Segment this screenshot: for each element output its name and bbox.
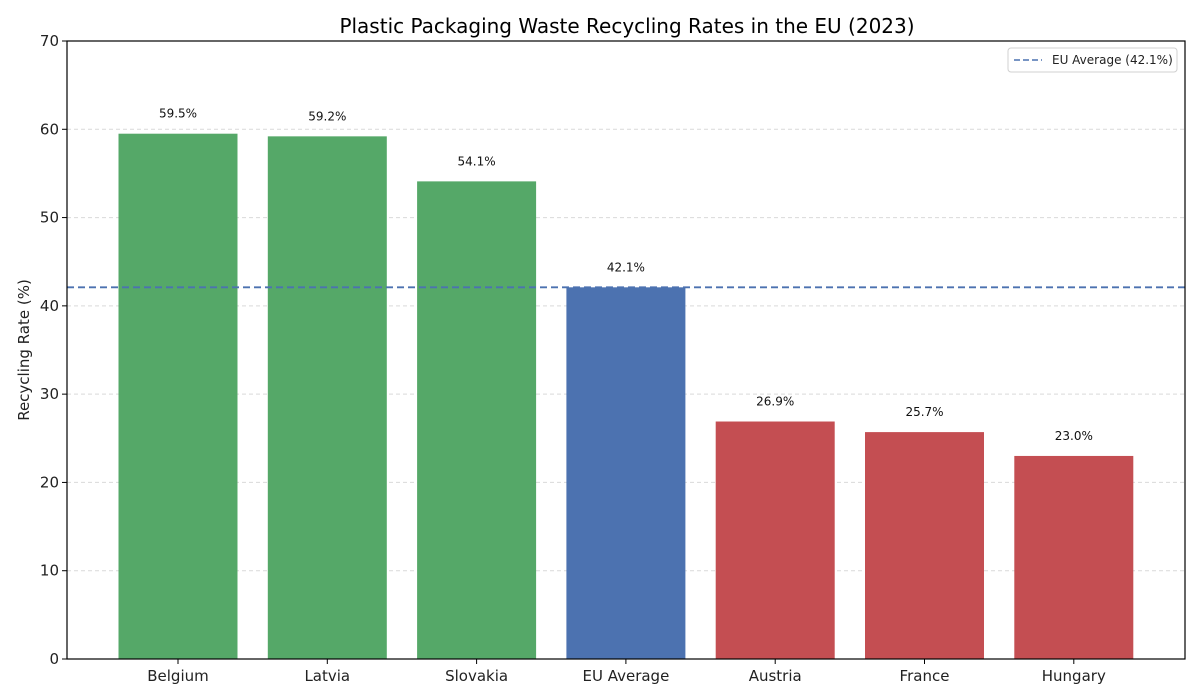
data-label: 59.5% (159, 107, 197, 121)
bar-belgium (118, 133, 238, 659)
x-tick-label: Austria (749, 667, 802, 685)
bar-hungary (1014, 455, 1134, 659)
data-label: 25.7% (905, 405, 943, 419)
y-tick-label: 40 (40, 297, 59, 315)
bars (118, 133, 1134, 660)
legend: EU Average (42.1%) (1007, 47, 1178, 73)
y-axis-label: Recycling Rate (%) (15, 279, 33, 421)
gridlines (67, 128, 1185, 572)
bar-france (865, 432, 984, 659)
bar-eu-average (566, 287, 686, 659)
x-axis: Belgium Latvia Slovakia EU Average Austria Fr… (147, 659, 1106, 685)
y-tick-label: 50 (40, 209, 59, 227)
y-tick-label: 70 (40, 32, 59, 50)
data-labels: 59.5% 59.2% 54.1% 42.1% 26.9% 25.7% 23.0% (159, 107, 1093, 443)
x-tick-label: Latvia (304, 667, 350, 685)
data-label: 59.2% (308, 109, 346, 123)
bar-slovakia (417, 181, 537, 660)
legend-box (1007, 47, 1178, 73)
chart-title: Plastic Packaging Waste Recycling Rates … (339, 14, 914, 38)
data-label: 26.9% (756, 395, 794, 409)
bar-austria (715, 421, 835, 659)
x-tick-label: EU Average (582, 667, 669, 685)
data-label: 23.0% (1055, 429, 1093, 443)
y-axis: 0 10 20 30 40 50 60 70 (40, 32, 67, 668)
data-label: 54.1% (458, 154, 496, 168)
x-tick-label: France (900, 667, 950, 685)
y-tick-label: 20 (40, 473, 59, 491)
bar-latvia (267, 136, 387, 659)
data-label: 42.1% (607, 260, 645, 274)
y-tick-label: 0 (49, 650, 59, 668)
x-tick-label: Hungary (1042, 667, 1106, 685)
legend-entry-eu-average: EU Average (42.1%) (1052, 53, 1173, 67)
y-tick-label: 10 (40, 562, 59, 580)
y-tick-label: 30 (40, 385, 59, 403)
x-tick-label: Belgium (147, 667, 209, 685)
y-tick-label: 60 (40, 120, 59, 138)
x-tick-label: Slovakia (445, 667, 508, 685)
